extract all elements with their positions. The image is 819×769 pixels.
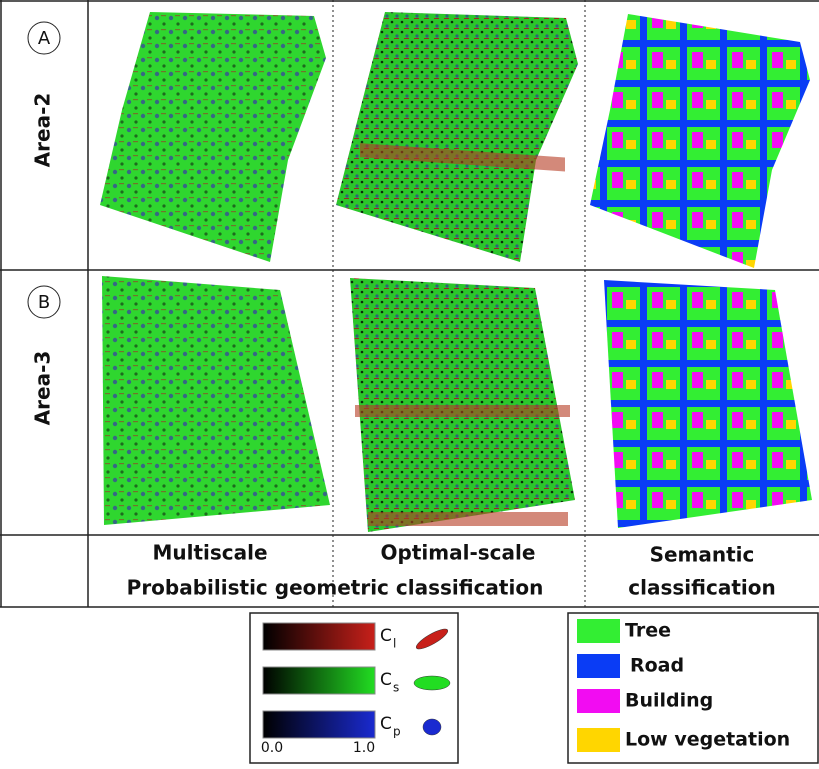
legend-swatch [577,619,620,643]
column-header: Semantic [650,543,755,567]
map-band [355,405,570,417]
scale-min: 0.0 [261,740,283,756]
figure: A Area-2 B Area-3 Multiscale Optimal-sca… [0,0,819,769]
row-marker: A [38,28,51,49]
legend-swatch [577,728,620,752]
map-area2-semantic [590,14,810,268]
shape-icon [423,719,441,735]
map-area3-multiscale [102,276,330,525]
legend-label: Building [625,690,713,712]
legend-label: Tree [625,620,671,642]
row-label: Area-2 [31,93,55,168]
column-group-header: Probabilistic geometric classification [127,576,544,600]
row-label: Area-3 [31,351,55,426]
legend-symbol: C [380,626,392,646]
legend-subscript: p [393,725,401,739]
column-header: Multiscale [152,541,267,565]
map-band [368,512,568,526]
shape-icon [414,676,450,690]
scale-max: 1.0 [353,740,375,756]
map-area3-semantic [604,280,812,528]
column-header: Optimal-scale [381,541,536,565]
legend-subscript: l [393,637,396,651]
legend-swatch [577,654,620,678]
legend-symbol: C [380,670,392,690]
column-header: classification [628,576,775,600]
legend-label: Road [630,655,684,677]
legend-symbol: C [380,714,392,734]
gradient-bar [263,711,375,738]
legend-swatch [577,689,620,713]
map-area2-multiscale [100,12,326,262]
map-area2-optimal [336,12,578,262]
legend-label: Low vegetation [625,729,790,751]
gradient-bar [263,667,375,694]
gradient-bar [263,623,375,650]
row-marker: B [38,292,50,313]
legend-subscript: s [393,681,399,695]
